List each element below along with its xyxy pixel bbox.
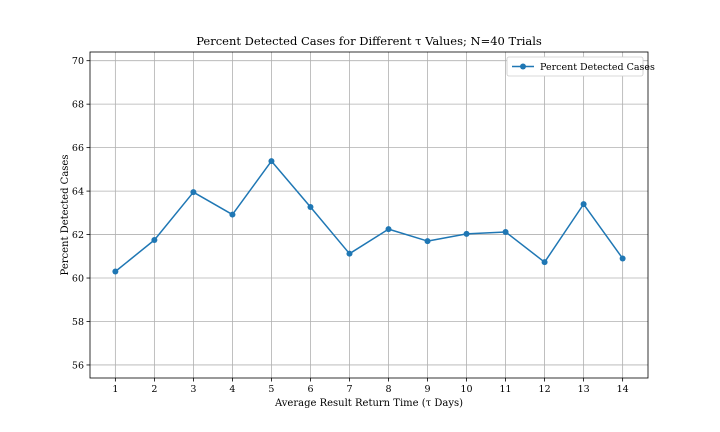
y-tick-label: 60: [72, 274, 84, 285]
data-point: [541, 259, 548, 266]
data-point: [190, 189, 197, 196]
x-tick-label: 5: [268, 384, 274, 395]
x-tick-label: 2: [151, 384, 157, 395]
x-axis-label: Average Result Return Time (τ Days): [274, 398, 463, 409]
legend-marker-swatch: [520, 63, 526, 70]
x-tick-label: 8: [385, 384, 391, 395]
data-point: [151, 236, 158, 243]
y-tick-label: 62: [72, 230, 84, 241]
series-line: [114, 160, 624, 273]
data-point: [580, 201, 587, 208]
data-point: [385, 226, 392, 233]
y-tick-label: 58: [72, 317, 84, 328]
y-tick-label: 66: [72, 143, 84, 154]
x-tick-label: 12: [539, 384, 551, 395]
data-point: [619, 255, 626, 262]
data-point: [268, 158, 275, 165]
y-tick-label: 70: [72, 56, 84, 67]
x-tick-label: 3: [190, 384, 196, 395]
x-axis: 1 2 3 4 5 6 7 8 9 10 11 12 13 14: [112, 378, 629, 395]
x-tick-label: 11: [500, 384, 512, 395]
x-tick-label: 7: [346, 384, 352, 395]
y-tick-label: 64: [72, 187, 84, 198]
data-point: [307, 203, 314, 210]
y-tick-label: 68: [72, 100, 84, 111]
x-tick-label: 1: [112, 384, 118, 395]
legend-label: Percent Detected Cases: [540, 62, 655, 73]
series-layer: [112, 158, 626, 275]
legend: Percent Detected Cases: [506, 56, 655, 77]
x-tick-label: 10: [461, 384, 473, 395]
y-axis-label: Percent Detected Cases: [60, 155, 71, 276]
data-point: [424, 238, 431, 245]
x-tick-label: 4: [229, 384, 235, 395]
data-point: [502, 228, 509, 235]
y-tick-label: 56: [72, 360, 84, 371]
data-point: [463, 230, 470, 237]
data-point: [229, 211, 236, 218]
data-point: [112, 268, 119, 275]
x-tick-label: 14: [617, 384, 629, 395]
chart-title: Percent Detected Cases for Different τ V…: [196, 34, 542, 48]
y-axis: 56 58 60 62 64 66 68 70: [72, 56, 90, 371]
legend-box: [506, 56, 644, 77]
plot-area: [90, 52, 648, 378]
x-tick-label: 13: [578, 384, 590, 395]
x-tick-label: 6: [307, 384, 313, 395]
plot-frame: [89, 51, 649, 379]
x-tick-label: 9: [425, 384, 431, 395]
data-point: [346, 250, 353, 257]
